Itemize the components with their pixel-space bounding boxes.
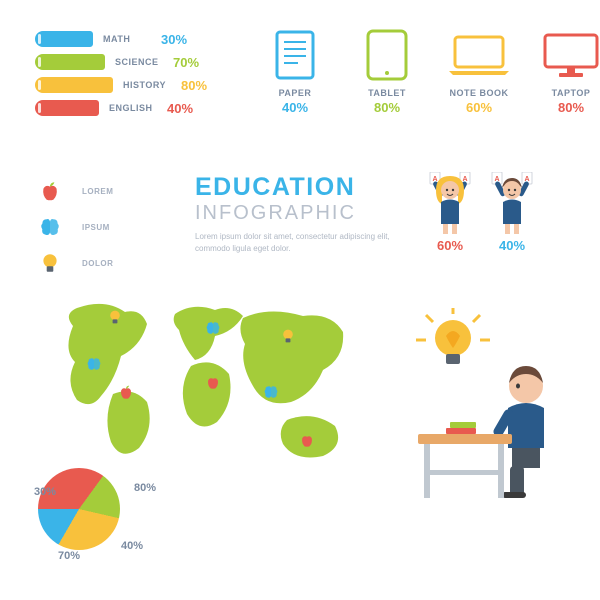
pie-disc (38, 468, 120, 550)
subject-pct: 80% (181, 78, 207, 93)
apple-icon (205, 374, 221, 390)
subject-label: MATH (103, 34, 155, 44)
student-pct: 40% (490, 238, 534, 253)
pie-label: 70% (58, 550, 80, 562)
legend-label: IPSUM (82, 223, 110, 232)
device-row: PAPER 40% TABLET 80% NOTE BOOK 60% TAPTOP 80% (260, 28, 600, 115)
subject-bar (35, 100, 99, 116)
device-icon (260, 28, 330, 82)
student-figure: A A 60% (428, 172, 472, 253)
legend-label: DOLOR (82, 259, 113, 268)
device-icon (444, 28, 514, 82)
apple-icon (299, 432, 315, 448)
device-label: NOTE BOOK (444, 88, 514, 98)
student-pct: 60% (428, 238, 472, 253)
device: TAPTOP 80% (536, 28, 600, 115)
legend-row: IPSUM (38, 209, 113, 245)
brain-icon (263, 384, 279, 400)
legend-row: LOREM (38, 173, 113, 209)
subject-pct: 70% (173, 55, 199, 70)
subject-bar (35, 54, 105, 70)
device-pct: 80% (352, 100, 422, 115)
bulb-icon (416, 308, 490, 364)
bulb-icon (280, 328, 296, 344)
apple-icon (118, 384, 134, 400)
subject-label: HISTORY (123, 80, 175, 90)
title-body: Lorem ipsum dolor sit amet, consectetur … (195, 231, 410, 255)
device-icon (352, 28, 422, 82)
device-pct: 60% (444, 100, 514, 115)
device-icon (536, 28, 600, 82)
brain-icon (205, 320, 221, 336)
pie-chart: 80%40%70%30% (38, 468, 178, 568)
world-map (55, 302, 365, 472)
subject-row: SCIENCE 70% (35, 51, 255, 73)
title-block: EDUCATION INFOGRAPHIC Lorem ipsum dolor … (195, 173, 410, 255)
apple-icon (38, 179, 62, 203)
brain-icon (38, 215, 62, 239)
legend: LOREM IPSUM DOLOR (38, 173, 113, 281)
subject-row: MATH 30% (35, 28, 255, 50)
title-line2: INFOGRAPHIC (195, 202, 410, 225)
legend-label: LOREM (82, 187, 113, 196)
student-desk-scene (398, 308, 568, 498)
subject-bar (35, 31, 93, 47)
device: NOTE BOOK 60% (444, 28, 514, 115)
pie-label: 40% (121, 540, 143, 552)
subject-pct: 40% (167, 101, 193, 116)
legend-row: DOLOR (38, 245, 113, 281)
device: PAPER 40% (260, 28, 330, 115)
subject-bars: MATH 30% SCIENCE 70% HISTORY 80% ENGLISH 40% (35, 28, 255, 120)
pie-label: 80% (134, 482, 156, 494)
subject-row: ENGLISH 40% (35, 97, 255, 119)
student-figure: A A 40% (490, 172, 534, 253)
bulb-icon (38, 251, 62, 275)
bulb-icon (107, 309, 123, 325)
students: A A 60% A A 40% (428, 172, 534, 253)
device-pct: 40% (260, 100, 330, 115)
device-pct: 80% (536, 100, 600, 115)
device-label: TABLET (352, 88, 422, 98)
device-label: PAPER (260, 88, 330, 98)
device-label: TAPTOP (536, 88, 600, 98)
subject-row: HISTORY 80% (35, 74, 255, 96)
subject-pct: 30% (161, 32, 187, 47)
subject-bar (35, 77, 113, 93)
subject-label: ENGLISH (109, 103, 161, 113)
brain-icon (86, 356, 102, 372)
subject-label: SCIENCE (115, 57, 167, 67)
pie-label: 30% (34, 486, 56, 498)
device: TABLET 80% (352, 28, 422, 115)
title-line1: EDUCATION (195, 173, 410, 202)
